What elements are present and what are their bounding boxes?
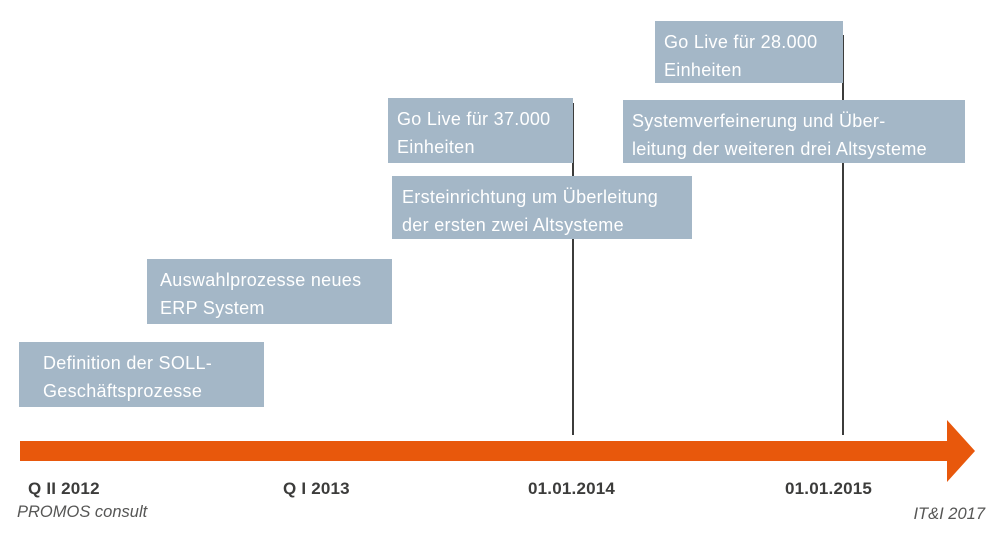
- phase-box-golive-28000: Go Live für 28.000 Einheiten: [655, 21, 843, 83]
- source-credit-left: PROMOS consult: [17, 503, 148, 521]
- phase-label-line: Einheiten: [397, 137, 475, 157]
- phase-label-line: Systemverfeinerung und Über-: [632, 111, 886, 131]
- axis-label-q2-2012: Q II 2012: [28, 479, 100, 498]
- phase-label-line: Go Live für 37.000: [397, 109, 551, 129]
- phase-label-line: der ersten zwei Altsysteme: [402, 215, 624, 235]
- phase-box-auswahl: Auswahlprozesse neues ERP System: [147, 259, 392, 324]
- arrow-head-icon: [947, 420, 975, 482]
- milestone-line-2015: [842, 35, 844, 435]
- phase-label-line: Geschäftsprozesse: [43, 381, 203, 401]
- phase-label-line: leitung der weiteren drei Altsysteme: [632, 139, 927, 159]
- phase-label-line: Ersteinrichtung um Überleitung: [402, 187, 659, 207]
- phase-box-golive-37000: Go Live für 37.000 Einheiten: [388, 98, 573, 163]
- phase-label-line: Auswahlprozesse neues: [160, 270, 362, 290]
- phase-label-line: ERP System: [160, 298, 265, 318]
- axis-label-q1-2013: Q I 2013: [283, 479, 350, 498]
- phase-box-systemverfeinerung: Systemverfeinerung und Über- leitung der…: [623, 100, 965, 163]
- source-credit-right: IT&I 2017: [913, 505, 985, 523]
- phase-label-line: Go Live für 28.000: [664, 32, 818, 52]
- phase-label-line: Definition der SOLL-: [43, 353, 213, 373]
- axis-label-01-01-2014: 01.01.2014: [528, 479, 616, 498]
- arrow-shaft: [20, 441, 947, 461]
- phase-box-definition: Definition der SOLL- Geschäftsprozesse: [19, 342, 264, 407]
- phase-label-line: Einheiten: [664, 60, 742, 80]
- axis-label-01-01-2015: 01.01.2015: [785, 479, 873, 498]
- milestone-line-2014: [572, 103, 574, 435]
- phase-box-ersteinrichtung: Ersteinrichtung um Überleitung der erste…: [392, 176, 692, 239]
